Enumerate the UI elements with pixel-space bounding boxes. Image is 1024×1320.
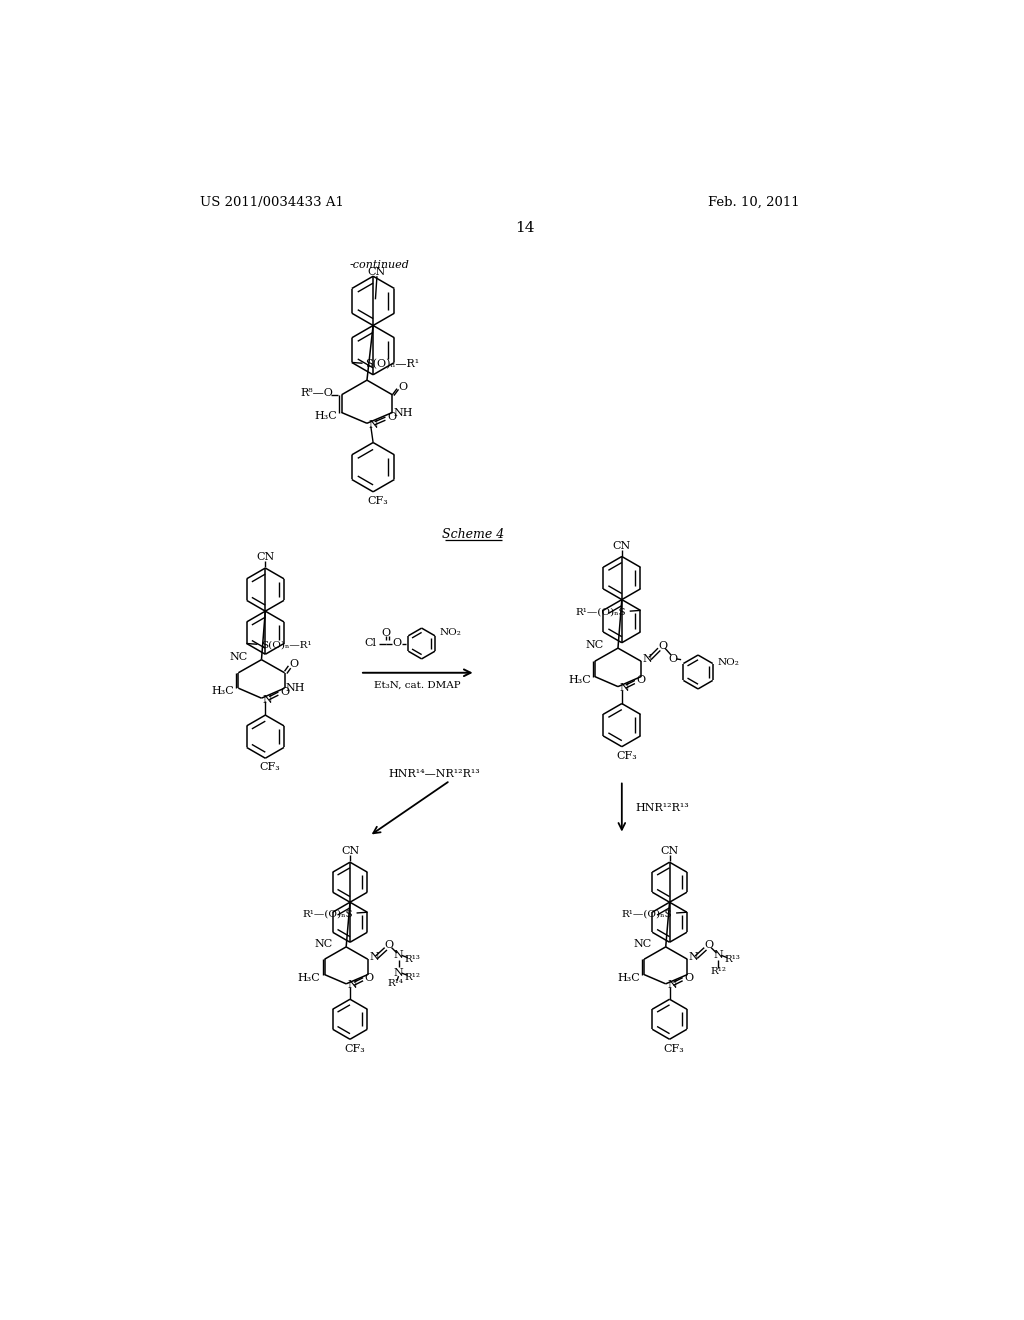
- Text: NC: NC: [229, 652, 248, 661]
- Text: O: O: [289, 659, 298, 668]
- Text: NH: NH: [286, 684, 305, 693]
- Text: N: N: [263, 694, 272, 705]
- Text: O: O: [385, 940, 394, 950]
- Text: S(O)ₙ—R¹: S(O)ₙ—R¹: [261, 640, 312, 649]
- Text: N: N: [369, 420, 378, 430]
- Text: H₃C: H₃C: [617, 973, 640, 982]
- Text: O: O: [705, 940, 714, 950]
- Text: O: O: [684, 973, 693, 982]
- Text: N: N: [713, 950, 723, 961]
- Text: NH: NH: [393, 408, 413, 417]
- Text: N: N: [642, 653, 652, 664]
- Text: US 2011/0034433 A1: US 2011/0034433 A1: [200, 195, 344, 209]
- Text: R¹—(O)ₙS: R¹—(O)ₙS: [302, 909, 352, 919]
- Text: NC: NC: [586, 640, 604, 649]
- Text: O: O: [387, 412, 396, 422]
- Text: N: N: [369, 952, 379, 962]
- Text: N: N: [393, 950, 403, 961]
- Text: Scheme 4: Scheme 4: [442, 528, 505, 541]
- Text: R¹²: R¹²: [710, 968, 726, 975]
- Text: CF₃: CF₃: [664, 1044, 685, 1053]
- Text: N: N: [667, 981, 677, 990]
- Text: O: O: [392, 639, 401, 648]
- Text: O: O: [669, 653, 678, 664]
- Text: CN: CN: [368, 268, 386, 277]
- Text: H₃C: H₃C: [314, 411, 338, 421]
- Text: R¹³: R¹³: [404, 956, 420, 965]
- Text: 14: 14: [515, 220, 535, 235]
- Text: Et₃N, cat. DMAP: Et₃N, cat. DMAP: [375, 681, 461, 689]
- Text: CF₃: CF₃: [344, 1044, 365, 1053]
- Text: CF₃: CF₃: [616, 751, 637, 760]
- Text: CF₃: CF₃: [368, 496, 388, 506]
- Text: N: N: [393, 968, 403, 978]
- Text: O: O: [658, 640, 668, 651]
- Text: H₃C: H₃C: [568, 675, 591, 685]
- Text: H₃C: H₃C: [298, 973, 321, 982]
- Text: CF₃: CF₃: [259, 763, 281, 772]
- Text: CN: CN: [341, 846, 359, 857]
- Text: N: N: [688, 952, 698, 962]
- Text: -continued: -continued: [350, 260, 410, 269]
- Text: NC: NC: [634, 939, 652, 949]
- Text: CN: CN: [256, 552, 274, 562]
- Text: CN: CN: [660, 846, 679, 857]
- Text: N: N: [347, 981, 357, 990]
- Text: R⁸—O: R⁸—O: [300, 388, 334, 399]
- Text: S(O)ₙ—R¹: S(O)ₙ—R¹: [365, 359, 419, 370]
- Text: NO₂: NO₂: [718, 659, 739, 667]
- Text: O: O: [637, 676, 646, 685]
- Text: H₃C: H₃C: [212, 686, 234, 696]
- Text: R¹²: R¹²: [404, 973, 421, 982]
- Text: R¹—(O)ₙS: R¹—(O)ₙS: [575, 607, 626, 616]
- Text: NO₂: NO₂: [440, 628, 462, 638]
- Text: N: N: [620, 684, 629, 693]
- Text: O: O: [398, 381, 408, 392]
- Text: Cl: Cl: [365, 639, 377, 648]
- Text: R¹³: R¹³: [724, 956, 740, 965]
- Text: R¹—(O)ₙS: R¹—(O)ₙS: [622, 909, 672, 919]
- Text: HNR¹²R¹³: HNR¹²R¹³: [635, 803, 689, 813]
- Text: O: O: [280, 686, 289, 697]
- Text: O: O: [365, 973, 374, 982]
- Text: HNR¹⁴—NR¹²R¹³: HNR¹⁴—NR¹²R¹³: [389, 770, 480, 779]
- Text: O: O: [382, 628, 391, 638]
- Text: CN: CN: [612, 541, 631, 550]
- Text: NC: NC: [314, 939, 333, 949]
- Text: R¹⁴: R¹⁴: [387, 979, 403, 989]
- Text: Feb. 10, 2011: Feb. 10, 2011: [708, 195, 800, 209]
